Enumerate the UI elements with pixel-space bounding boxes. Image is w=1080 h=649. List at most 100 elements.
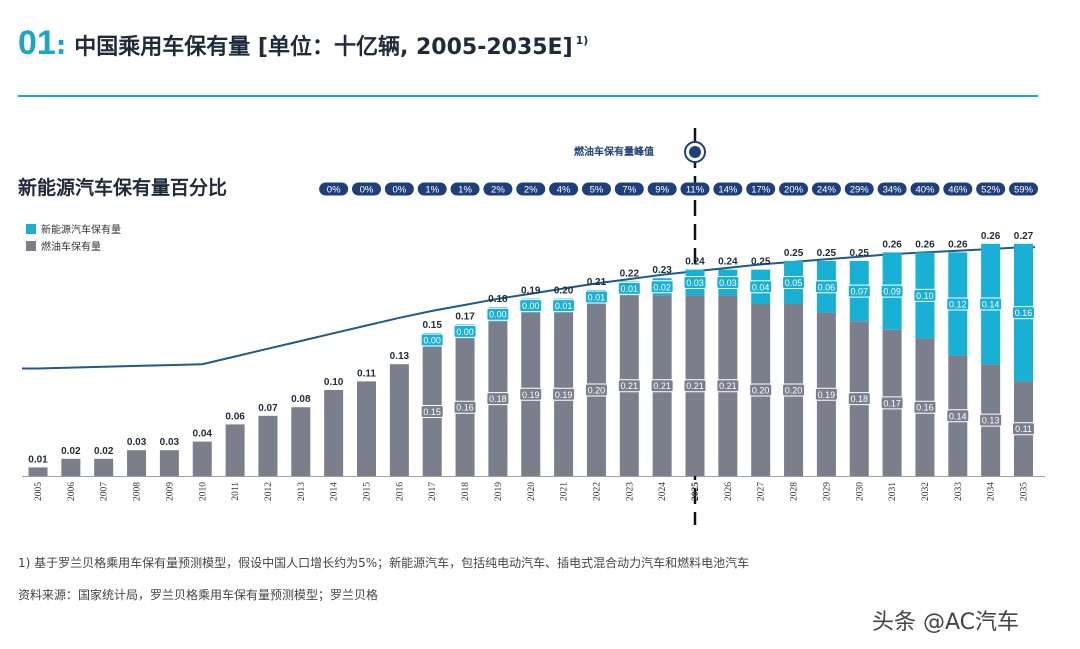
total-value-label: 0.08 <box>291 394 311 405</box>
nev-value-tag <box>913 288 937 302</box>
legend-item-nev: 新能源汽车保有量 <box>26 220 121 237</box>
year-tick-label: 2027 <box>757 482 767 501</box>
total-value-label: 0.15 <box>422 320 442 331</box>
year-tick-label: 2032 <box>921 482 931 501</box>
nev-share-label: 2% <box>491 185 505 196</box>
nev-value-tag <box>420 333 444 347</box>
header-number: 01 <box>18 24 56 62</box>
ice-value-tag <box>420 405 444 418</box>
nev-share-pill <box>417 182 447 196</box>
bar-ice <box>28 467 48 476</box>
bar-ice <box>94 458 114 476</box>
nev-share-pill <box>384 182 414 196</box>
ice-value-tag <box>880 396 904 410</box>
ice-value-tag <box>979 413 1003 427</box>
source-note: 资料来源：国家统计局，罗兰贝格乘用车保有量预测模型；罗兰贝格 <box>18 588 379 602</box>
legend-swatch-ice <box>26 240 36 251</box>
nev-share-label: 40% <box>915 185 935 196</box>
peak-marker-dot <box>689 146 701 158</box>
ice-value-label: 0.21 <box>653 381 671 391</box>
year-tick-label: 2009 <box>165 482 175 501</box>
year-tick-label: 2008 <box>133 482 143 501</box>
bar-ice <box>324 390 344 476</box>
year-tick-label: 2028 <box>790 482 800 501</box>
year-tick-label: 2024 <box>658 482 668 501</box>
year-tick-label: 2018 <box>461 482 471 501</box>
nev-value-label: 0.03 <box>719 278 737 288</box>
ice-value-label: 0.18 <box>850 394 868 404</box>
ice-value-label: 0.18 <box>489 394 507 404</box>
total-value-label: 0.13 <box>390 351 410 362</box>
legend-label-nev: 新能源汽车保有量 <box>41 225 121 236</box>
nev-share-pill <box>614 182 644 196</box>
ice-value-tag <box>946 409 970 423</box>
nev-value-tag <box>584 290 608 304</box>
total-value-label: 0.19 <box>521 286 541 297</box>
ice-value-label: 0.19 <box>522 390 540 400</box>
ice-value-tag <box>617 379 641 393</box>
nev-value-tag <box>519 299 543 313</box>
year-tick-label: 2021 <box>560 482 570 501</box>
nev-share-label: 0% <box>360 185 374 196</box>
ice-value-tag <box>782 383 806 397</box>
legend-swatch-nev <box>26 223 36 234</box>
total-value-label: 0.21 <box>587 277 607 288</box>
nev-share-label: 4% <box>557 185 571 196</box>
nev-share-pill <box>976 182 1006 196</box>
peak-label: 燃油车保有量峰值 <box>574 147 654 158</box>
total-value-label: 0.11 <box>357 368 376 379</box>
total-value-label: 0.24 <box>718 257 738 268</box>
total-value-label: 0.26 <box>882 239 902 250</box>
year-tick-label: 2017 <box>428 482 438 501</box>
nev-value-label: 0.01 <box>621 284 639 294</box>
year-tick-label: 2034 <box>987 482 997 501</box>
nev-share-pill <box>713 182 743 196</box>
ice-value-label: 0.13 <box>982 416 1000 426</box>
nev-share-label: 0% <box>327 185 341 196</box>
total-value-label: 0.17 <box>455 311 475 322</box>
total-value-label: 0.02 <box>94 446 114 457</box>
nev-share-label: 29% <box>850 185 870 196</box>
nev-value-tag <box>814 280 838 294</box>
year-tick-label: 2006 <box>67 482 77 501</box>
nev-share-pill <box>746 182 776 196</box>
year-tick-label: 2011 <box>231 482 241 501</box>
total-value-label: 0.25 <box>784 248 804 259</box>
total-value-label: 0.18 <box>488 294 508 305</box>
stacked-bar-chart: 0.01 2005 0.02 2006 0.02 2007 0.03 2008 0.03 2009… <box>22 128 1045 525</box>
nev-share-label: 46% <box>948 185 968 196</box>
total-value-label: 0.02 <box>61 446 81 457</box>
legend-label-ice: 燃油车保有量 <box>41 242 101 253</box>
year-tick-label: 2010 <box>198 482 208 501</box>
ice-value-tag <box>1012 422 1035 436</box>
bar-ice <box>159 450 179 476</box>
nev-share-pill <box>680 182 710 196</box>
total-value-label: 0.25 <box>751 257 771 268</box>
title-footnote-marker: 1) <box>575 34 589 47</box>
nev-share-pill <box>352 182 381 196</box>
nev-share-pill <box>549 182 579 196</box>
year-tick-label: 2026 <box>724 482 734 501</box>
year-tick-label: 2033 <box>954 482 964 501</box>
nev-value-label: 0.04 <box>752 282 770 292</box>
header: 01 : 中国乘用车保有量 [单位：十亿辆, 2005-2035E] 1) <box>18 24 588 68</box>
nev-share-label: 34% <box>883 185 903 196</box>
year-tick-label: 2035 <box>1020 482 1030 501</box>
nev-share-label: 52% <box>981 185 1001 196</box>
year-tick-label: 2029 <box>822 482 832 501</box>
bar-ice <box>225 424 245 476</box>
nev-share-label: 0% <box>392 185 406 196</box>
nev-value-label: 0.01 <box>588 293 606 303</box>
year-tick-label: 2007 <box>100 482 110 501</box>
year-tick-label: 2016 <box>395 482 405 501</box>
total-value-label: 0.20 <box>554 286 574 297</box>
nev-share-label: 11% <box>686 185 705 196</box>
nev-value-tag <box>453 324 477 338</box>
nev-value-tag <box>979 297 1003 311</box>
nev-share-pill <box>581 182 611 196</box>
ice-value-label: 0.20 <box>785 386 803 396</box>
ice-value-label: 0.16 <box>456 403 474 413</box>
ice-value-label: 0.19 <box>818 390 836 400</box>
nev-value-tag <box>650 280 674 294</box>
ice-value-label: 0.21 <box>719 381 737 391</box>
